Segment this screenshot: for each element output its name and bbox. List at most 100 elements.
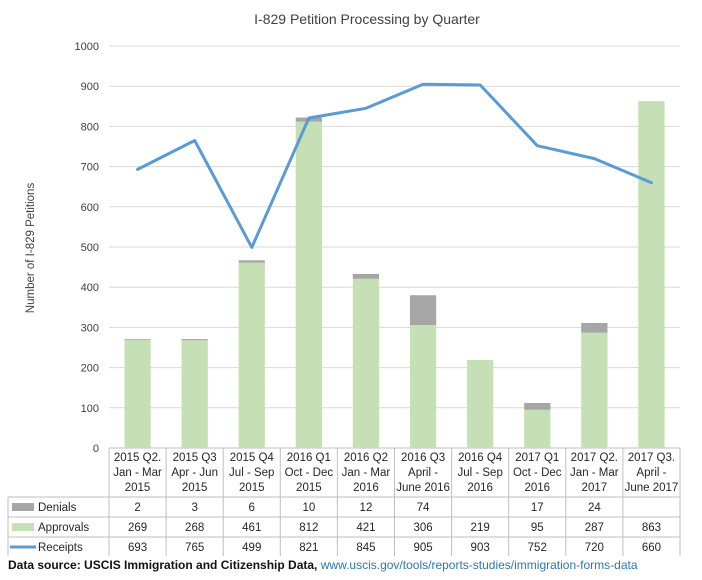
category-label: Oct - Dec xyxy=(285,467,334,479)
source-link[interactable]: www.uscis.gov/tools/reports-studies/immi… xyxy=(320,558,638,572)
bar-approvals xyxy=(467,359,494,448)
table-cell: 863 xyxy=(642,522,661,534)
category-label: June 2016 xyxy=(396,482,450,494)
table-cell: 421 xyxy=(356,522,375,534)
y-tick-label: 900 xyxy=(81,81,99,93)
category-label: 2017 Q1 xyxy=(515,452,559,464)
receipts-line xyxy=(136,82,653,249)
y-tick-label: 100 xyxy=(81,403,99,415)
table-cell: 12 xyxy=(360,502,373,514)
bar-denials xyxy=(524,402,551,410)
bar-approvals xyxy=(524,409,551,448)
category-label: 2016 xyxy=(524,482,550,494)
category-label: 2016 xyxy=(467,482,493,494)
table-cell: 905 xyxy=(413,542,432,554)
table-cell: 752 xyxy=(528,542,547,554)
table-cell: 660 xyxy=(642,542,661,554)
table-cell: 10 xyxy=(302,502,315,514)
category-label: April - xyxy=(636,467,666,479)
bar-approvals xyxy=(181,340,208,448)
category-label: 2016 xyxy=(353,482,379,494)
category-label: 2015 Q4 xyxy=(230,452,275,464)
legend-key-denials xyxy=(12,503,34,511)
category-label: 2017 Q2. xyxy=(571,452,618,464)
table-cell: 3 xyxy=(191,502,197,514)
category-label: 2017 Q3. xyxy=(628,452,675,464)
bar-approvals xyxy=(352,278,380,448)
table-cell: 24 xyxy=(588,502,601,514)
category-label: Jan - Mar xyxy=(113,467,162,479)
category-label: 2015 Q2. xyxy=(114,452,161,464)
table-cell: 765 xyxy=(185,542,204,554)
legend-label: Approvals xyxy=(38,522,89,534)
table-cell: 812 xyxy=(299,522,318,534)
y-tick-label: 700 xyxy=(81,162,99,174)
y-tick-label: 400 xyxy=(81,282,99,294)
bar-denials xyxy=(409,295,437,325)
chart-title: I-829 Petition Processing by Quarter xyxy=(254,11,480,27)
category-label: 2016 Q2 xyxy=(344,452,388,464)
table-cell: 74 xyxy=(417,502,430,514)
bar-approvals xyxy=(581,332,608,448)
chart-svg: I-829 Petition Processing by Quarter Num… xyxy=(7,11,681,558)
y-tick-label: 600 xyxy=(81,202,99,214)
category-label: Jan - Mar xyxy=(342,467,391,479)
source-note: Data source: USCIS Immigration and Citiz… xyxy=(8,558,638,572)
category-label: Jul - Sep xyxy=(229,467,274,479)
category-label: 2015 xyxy=(125,482,151,494)
category-label: 2015 xyxy=(239,482,265,494)
y-tick-label: 300 xyxy=(81,322,99,334)
table-cell: 903 xyxy=(471,542,490,554)
table-cell: 95 xyxy=(531,522,544,534)
table-cell: 287 xyxy=(585,522,604,534)
y-tick-label: 500 xyxy=(81,242,99,254)
table-cell: 821 xyxy=(299,542,318,554)
category-label: 2015 xyxy=(296,482,322,494)
table-cell: 461 xyxy=(242,522,261,534)
y-tick-label: 200 xyxy=(81,363,99,375)
category-label: Apr - Jun xyxy=(171,467,218,479)
bar-approvals xyxy=(638,101,665,448)
bar-denials xyxy=(181,339,208,341)
category-label: June 2017 xyxy=(625,482,679,494)
bar-approvals xyxy=(409,324,437,448)
data-table: 2015 Q2. Jan - Mar 2015 2015 Q3 Apr - Jun 201… xyxy=(7,448,681,558)
table-cell: 268 xyxy=(185,522,204,534)
y-tick-label: 800 xyxy=(81,121,99,133)
bar-denials xyxy=(352,273,380,279)
table-cell: 693 xyxy=(128,542,147,554)
table-cell: 720 xyxy=(585,542,604,554)
legend-label: Receipts xyxy=(38,542,83,554)
bar-denials xyxy=(124,339,151,340)
table-cell: 6 xyxy=(249,502,255,514)
category-label: Oct - Dec xyxy=(513,467,562,479)
bar-approvals xyxy=(124,339,151,448)
table-cell: 17 xyxy=(531,502,544,514)
legend-key-approvals xyxy=(12,523,34,531)
table-cell: 499 xyxy=(242,542,261,554)
table-cell: 845 xyxy=(356,542,375,554)
table-cell: 219 xyxy=(471,522,490,534)
table-cell: 269 xyxy=(128,522,147,534)
category-label: 2016 Q1 xyxy=(287,452,331,464)
table-cell: 2 xyxy=(134,502,140,514)
bars xyxy=(124,101,665,449)
category-label: 2017 xyxy=(582,482,608,494)
legend-label: Denials xyxy=(38,502,77,514)
y-tick-labels: 0 100 200 300 400 500 600 700 800 900 1000 xyxy=(75,41,99,455)
table-cell: 306 xyxy=(413,522,432,534)
category-label: Jul - Sep xyxy=(457,467,502,479)
bar-approvals xyxy=(238,262,265,448)
y-axis-label: Number of I-829 Petitions xyxy=(25,183,37,314)
category-label: April - xyxy=(408,467,438,479)
category-label: 2016 Q4 xyxy=(458,452,503,464)
source-label: Data source: USCIS Immigration and Citiz… xyxy=(8,558,321,572)
category-label: 2015 xyxy=(182,482,208,494)
bar-denials xyxy=(581,322,608,333)
bar-approvals xyxy=(295,121,322,449)
y-tick-label: 1000 xyxy=(75,41,99,53)
bar-denials xyxy=(238,260,265,263)
category-label: Jan - Mar xyxy=(570,467,619,479)
category-label: 2015 Q3 xyxy=(173,452,217,464)
